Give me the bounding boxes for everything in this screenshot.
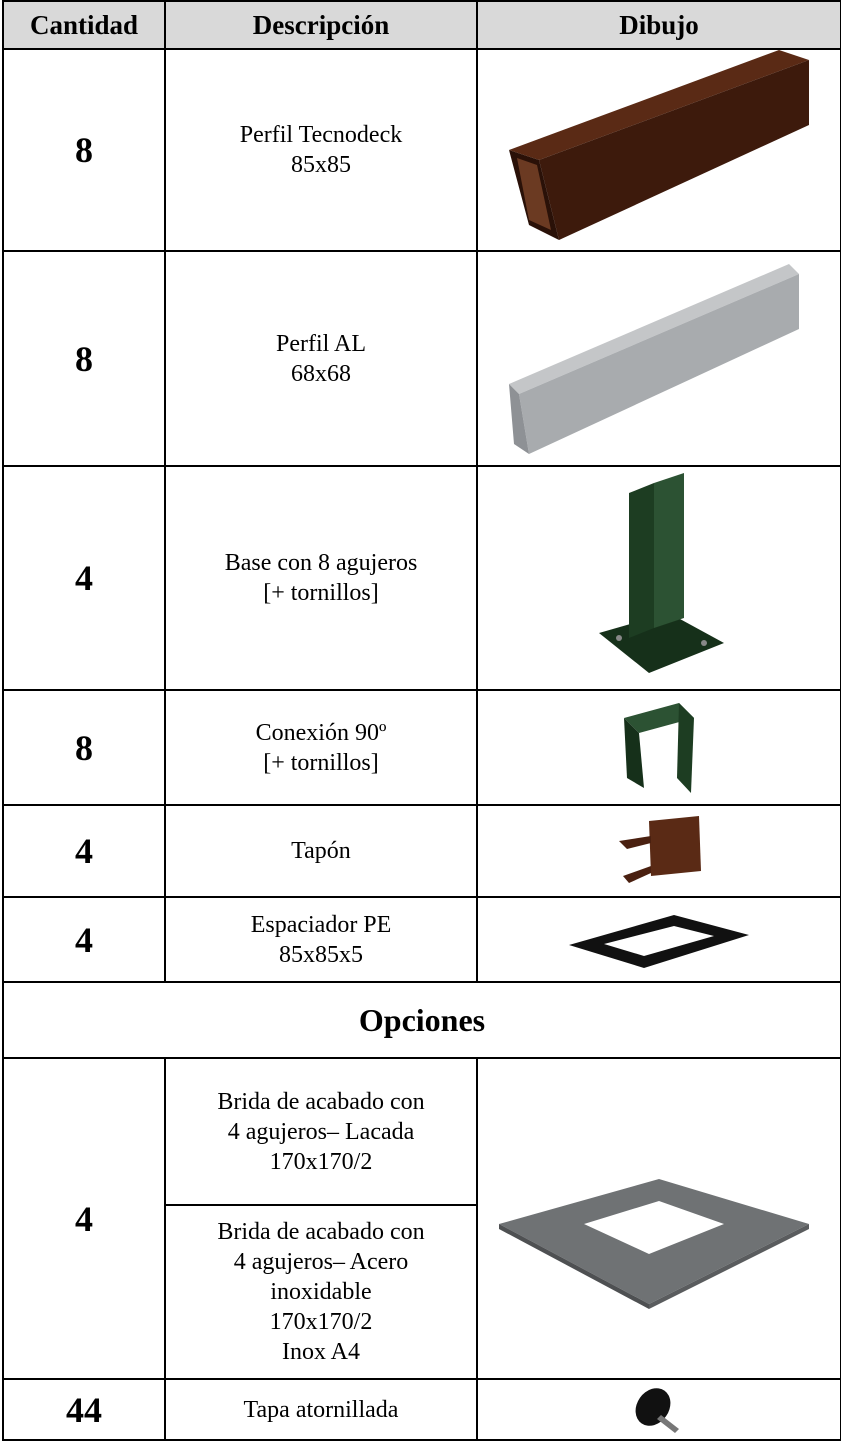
text-line: 170x170/2 bbox=[269, 1309, 373, 1335]
base-icon bbox=[599, 473, 724, 673]
section-row: Opciones bbox=[2, 981, 841, 1059]
connector-icon bbox=[624, 702, 694, 793]
header-cell: Cantidad bbox=[2, 0, 166, 50]
row: 4 Brida de acabado con 4 agujeros– Lacada… bbox=[2, 1057, 841, 1380]
text-line: Inox A4 bbox=[282, 1339, 360, 1365]
row: Brida de acabado con 4 agujeros– Acero ino… bbox=[3, 1204, 841, 1380]
text-line: [+ tornillos] bbox=[263, 580, 379, 606]
quantity: 44 bbox=[2, 1378, 166, 1441]
header-cell: Dibujo bbox=[476, 0, 841, 50]
flange-icon bbox=[499, 1178, 809, 1309]
text-line: Brida de acabado con bbox=[217, 1219, 425, 1245]
cap-icon bbox=[619, 816, 701, 883]
text-line: 68x68 bbox=[291, 360, 351, 387]
row: 4 Tapón bbox=[2, 804, 841, 898]
text-line: 170x170/2 bbox=[269, 1148, 373, 1175]
text-line: [+ tornillos] bbox=[263, 749, 379, 776]
text-line: 4 agujeros– Lacada bbox=[227, 1118, 415, 1145]
row: 4 Espaciador PE 85x85x5 bbox=[2, 896, 841, 983]
description: Conexión 90º [+ tornillos] bbox=[164, 689, 478, 806]
row: 8 Perfil AL 68x68 bbox=[2, 250, 841, 467]
text-line: 85x85x5 bbox=[279, 941, 363, 968]
drawing bbox=[476, 804, 841, 898]
text-line: Brida de acabado con bbox=[217, 1088, 425, 1115]
row: 8 Perfil Tecnodeck 85x85 bbox=[2, 48, 841, 252]
quantity: 8 bbox=[2, 250, 166, 467]
screw-cap-icon bbox=[635, 1387, 679, 1433]
description: Espaciador PE 85x85x5 bbox=[164, 896, 478, 983]
drawing bbox=[476, 465, 841, 691]
text-line: Tapa atornillada bbox=[243, 1396, 399, 1423]
drawing bbox=[476, 896, 841, 983]
drawing bbox=[476, 689, 841, 806]
grey-profile-icon bbox=[509, 263, 799, 454]
quantity: 4 bbox=[2, 804, 166, 898]
drawing bbox=[476, 250, 841, 467]
spacer-icon bbox=[569, 914, 749, 968]
quantity: 8 bbox=[2, 689, 166, 806]
quantity: 4 bbox=[2, 896, 166, 983]
row: 8 Conexión 90º [+ tornillos] bbox=[2, 689, 841, 806]
row: 44 Tapa atornillada bbox=[2, 1378, 841, 1441]
description: Brida de acabado con 4 agujeros– Lacada 17… bbox=[164, 1057, 478, 1206]
description: Perfil Tecnodeck 85x85 bbox=[164, 48, 478, 252]
text-line: 4 agujeros– Acero bbox=[233, 1249, 409, 1275]
text-line: Perfil Tecnodeck bbox=[239, 122, 403, 148]
header-cell: Descripción bbox=[164, 0, 478, 50]
brown-profile-icon bbox=[509, 50, 809, 240]
header-row: Cantidad Descripción Dibujo bbox=[2, 0, 841, 50]
text-line: 85x85 bbox=[291, 152, 351, 178]
text-line: inoxidable bbox=[270, 1279, 372, 1305]
text-line: Perfil AL bbox=[276, 330, 366, 357]
description: Brida de acabado con 4 agujeros– Acero ino… bbox=[164, 1204, 478, 1380]
description: Perfil AL 68x68 bbox=[164, 250, 478, 467]
text-line: Base con 8 agujeros bbox=[224, 550, 418, 576]
quantity: 8 bbox=[2, 48, 166, 252]
quantity: 4 bbox=[2, 1057, 166, 1380]
text-line: Tapón bbox=[291, 838, 351, 864]
text-line: Conexión 90º bbox=[255, 719, 387, 746]
drawing bbox=[476, 1378, 841, 1441]
description: Tapón bbox=[164, 804, 478, 898]
description: Tapa atornillada bbox=[164, 1378, 478, 1441]
row: 4 Base con 8 agujeros [+ tornillos] bbox=[2, 465, 841, 691]
drawing bbox=[476, 1057, 841, 1380]
section-title: Opciones bbox=[2, 981, 841, 1059]
text-line: Espaciador PE bbox=[250, 911, 392, 938]
description: Base con 8 agujeros [+ tornillos] bbox=[164, 465, 478, 691]
quantity: 4 bbox=[2, 465, 166, 691]
drawing bbox=[476, 48, 841, 252]
